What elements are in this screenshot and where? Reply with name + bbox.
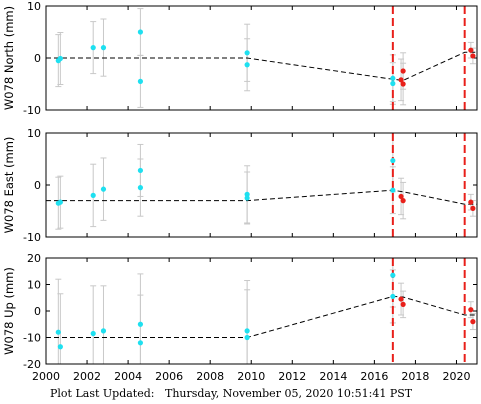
y-tick-label: -10 <box>23 231 41 244</box>
data-point <box>468 199 474 205</box>
y-tick-label: 10 <box>27 127 41 140</box>
data-point <box>470 205 476 211</box>
data-point <box>55 329 61 335</box>
y-tick-label: 0 <box>34 305 41 318</box>
data-point <box>244 334 250 341</box>
data-point <box>390 80 396 87</box>
y-tick-label: 0 <box>34 52 41 65</box>
data-point <box>244 50 250 56</box>
data-point <box>400 301 406 307</box>
data-point <box>57 344 63 350</box>
plot-frame <box>45 257 478 365</box>
data-point <box>244 328 250 334</box>
y-axis-label: W078 Up (mm) <box>2 267 16 355</box>
data-point <box>468 47 474 53</box>
data-point <box>470 53 476 59</box>
data-point <box>137 185 144 191</box>
plot-frame <box>45 132 478 238</box>
data-point <box>390 187 396 193</box>
model-trend-line <box>46 189 477 205</box>
data-point <box>244 191 250 197</box>
data-point <box>137 340 144 346</box>
x-tick-label: 2008 <box>196 370 224 383</box>
model-trend-line <box>46 295 477 338</box>
data-point <box>390 272 396 278</box>
y-tick-label: 10 <box>27 0 41 13</box>
x-tick-label: 2002 <box>73 370 101 383</box>
data-point <box>90 192 96 198</box>
data-point <box>398 296 404 302</box>
y-axis-label: W078 East (mm) <box>2 137 16 234</box>
x-tick-label: 2018 <box>401 370 429 383</box>
plot-frame <box>45 5 478 111</box>
plot-last-updated: Plot Last Updated: Thursday, November 05… <box>50 387 412 400</box>
data-point <box>100 45 107 51</box>
data-point <box>137 167 144 174</box>
data-point <box>57 55 63 62</box>
data-point <box>400 68 406 74</box>
data-point <box>137 321 144 327</box>
y-tick-label: -10 <box>23 104 41 117</box>
model-trend-line <box>46 51 477 81</box>
data-point <box>90 45 96 51</box>
data-point <box>100 328 107 334</box>
x-tick-label: 2004 <box>114 370 142 383</box>
x-tick-label: 2010 <box>237 370 265 383</box>
data-point <box>137 29 144 35</box>
data-point <box>390 293 396 300</box>
data-point <box>100 186 107 192</box>
data-point <box>390 75 396 81</box>
x-tick-label: 2014 <box>319 370 347 383</box>
y-tick-label: 20 <box>27 252 41 265</box>
footer-timestamp: Thursday, November 05, 2020 10:51:41 PST <box>164 387 413 400</box>
data-point <box>400 198 406 204</box>
x-tick-label: 2012 <box>278 370 306 383</box>
data-point <box>90 330 96 337</box>
y-tick-label: 0 <box>34 179 41 192</box>
data-point <box>57 199 63 205</box>
data-point <box>398 193 404 200</box>
data-point <box>390 157 396 164</box>
data-point <box>398 77 404 83</box>
data-point <box>468 307 474 313</box>
x-tick-label: 2006 <box>155 370 183 383</box>
y-tick-label: -10 <box>23 332 41 345</box>
footer-label: Plot Last Updated: <box>50 387 155 400</box>
y-tick-label: -20 <box>23 358 41 371</box>
x-tick-label: 2016 <box>360 370 388 383</box>
y-tick-label: 10 <box>27 279 41 292</box>
data-point <box>244 62 250 68</box>
data-point <box>470 319 476 325</box>
x-tick-label: 2000 <box>32 370 60 383</box>
data-point <box>400 81 406 87</box>
x-tick-label: 2020 <box>442 370 470 383</box>
data-point <box>137 78 144 84</box>
data-point <box>244 195 250 201</box>
y-axis-label: W078 North (mm) <box>2 6 16 110</box>
